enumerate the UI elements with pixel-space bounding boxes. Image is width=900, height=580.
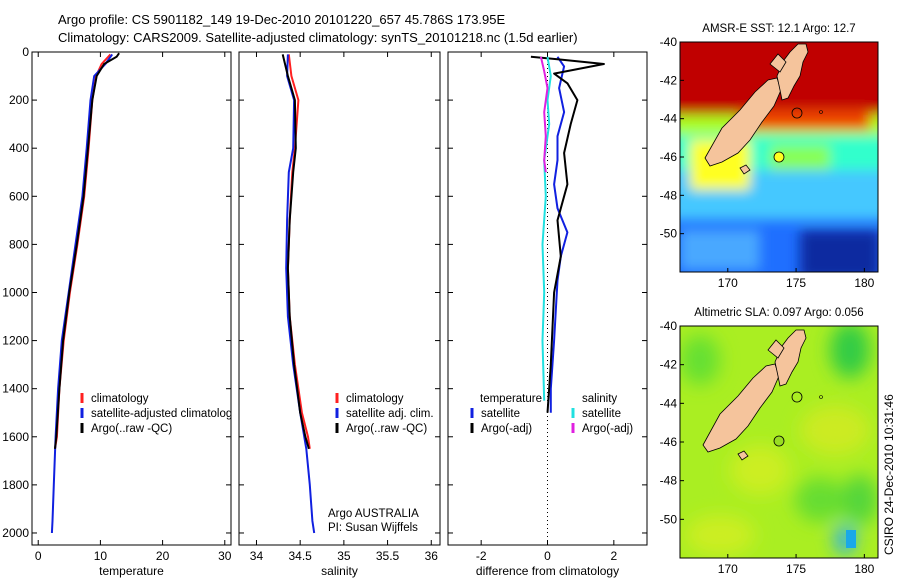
- x-tick-label: 36: [425, 549, 439, 563]
- map-x-tick-label: 180: [854, 562, 874, 576]
- plot-frame: [447, 51, 648, 546]
- x-tick-label: 35.5: [376, 549, 400, 563]
- series-line: [54, 53, 112, 449]
- legend-entry: Argo(-adj): [481, 423, 532, 435]
- x-tick-label: 2: [610, 549, 617, 563]
- sla-map: Altimetric SLA: 0.097 Argo: 0.056: [660, 307, 879, 576]
- x-tick-label: 30: [218, 549, 232, 563]
- legend-entry: climatology: [91, 393, 149, 405]
- sla-map-title: Altimetric SLA: 0.097 Argo: 0.056: [694, 307, 863, 319]
- y-tick-label: 800: [9, 237, 29, 251]
- y-tick-label: 0: [22, 45, 29, 59]
- legend-entry: Argo(..raw -QC): [91, 423, 172, 435]
- series-line: [530, 55, 605, 413]
- map-x-tick-label: 175: [786, 276, 806, 290]
- sla-argo-marker: [773, 435, 785, 447]
- legend-entry: satellite: [582, 408, 621, 420]
- y-tick-label: 1400: [2, 382, 29, 396]
- series-line: [286, 54, 311, 449]
- x-axis-label: difference from climatology: [476, 564, 619, 578]
- map-y-tick-label: -46: [660, 435, 678, 449]
- map-y-tick-label: -44: [660, 112, 678, 126]
- y-tick-label: 1600: [2, 430, 29, 444]
- series-line: [50, 53, 114, 534]
- x-tick-label: 10: [94, 549, 108, 563]
- y-tick-label: 600: [9, 189, 29, 203]
- map-y-tick-label: -48: [660, 474, 678, 488]
- map-x-tick-label: 170: [718, 562, 738, 576]
- series-line: [281, 54, 310, 450]
- credit-line1: Argo AUSTRALIA: [328, 508, 419, 520]
- credit-line2: PI: Susan Wijffels: [328, 522, 418, 534]
- map-y-tick-label: -42: [660, 73, 678, 87]
- x-tick-label: 0: [35, 549, 42, 563]
- x-axis-label: salinity: [321, 564, 358, 578]
- map-y-tick-label: -44: [660, 396, 678, 410]
- x-axis-label: temperature: [99, 564, 164, 578]
- figure-header-line2: Climatology: CARS2009. Satellite-adjuste…: [58, 30, 578, 45]
- x-tick-label: 34.5: [288, 549, 312, 563]
- x-tick-label: 20: [156, 549, 170, 563]
- map-y-tick-label: -40: [660, 319, 678, 333]
- legend-entry: satellite adj. clim.: [346, 408, 434, 420]
- legend-entry: satellite: [481, 408, 520, 420]
- map-y-tick-label: -40: [660, 35, 678, 49]
- y-tick-label: 2000: [2, 526, 29, 540]
- map-y-tick-label: -42: [660, 358, 678, 372]
- series-line: [539, 56, 549, 173]
- timestamp: CSIRO 24-Dec-2010 10:31:46: [882, 394, 896, 555]
- sla-land: [702, 329, 807, 461]
- map-y-tick-label: -48: [660, 188, 678, 202]
- legend-entry: satellite-adjusted climatolog: [91, 408, 232, 420]
- x-tick-label: -2: [476, 549, 487, 563]
- sst-map-title: AMSR-E SST: 12.1 Argo: 12.7: [702, 23, 855, 35]
- temperature-panel: 0 10 20 30 0 200 400 600 800 1000 1200 1400 1600 1800…: [2, 45, 232, 578]
- y-tick-label: 1200: [2, 334, 29, 348]
- plot-frame: [31, 51, 232, 546]
- legend-entry: Argo(-adj): [582, 423, 633, 435]
- map-x-tick-label: 180: [854, 276, 874, 290]
- series-line: [549, 56, 569, 413]
- map-y-tick-label: -50: [660, 227, 678, 241]
- map-x-tick-label: 175: [786, 562, 806, 576]
- plot-frame: [238, 51, 441, 546]
- series-line: [285, 54, 316, 534]
- legend-entry: Argo(..raw -QC): [346, 423, 427, 435]
- map-y-tick-label: -50: [660, 512, 678, 526]
- y-tick-label: 200: [9, 93, 29, 107]
- y-tick-label: 400: [9, 141, 29, 155]
- series-line: [541, 56, 552, 401]
- figure-header-line1: Argo profile: CS 5901182_149 19-Dec-2010…: [58, 12, 505, 27]
- sst-map: AMSR-E SST: 12.1 Argo: 12.7: [660, 23, 879, 290]
- y-tick-label: 1000: [2, 285, 29, 299]
- legend-title: salinity: [582, 393, 617, 405]
- series-line: [54, 52, 120, 449]
- x-tick-label: 34: [250, 549, 264, 563]
- sst-argo-marker: [773, 151, 785, 163]
- salinity-panel: 34 34.5 35 35.5 36 salinity climatology satelli…: [238, 51, 441, 578]
- x-tick-label: 35: [337, 549, 351, 563]
- x-tick-label: 0: [544, 549, 551, 563]
- y-tick-label: 1800: [2, 478, 29, 492]
- legend-entry: climatology: [346, 393, 404, 405]
- legend-title: temperature: [480, 393, 542, 405]
- sst-land: [704, 43, 809, 175]
- map-x-tick-label: 170: [718, 276, 738, 290]
- map-y-tick-label: -46: [660, 150, 678, 164]
